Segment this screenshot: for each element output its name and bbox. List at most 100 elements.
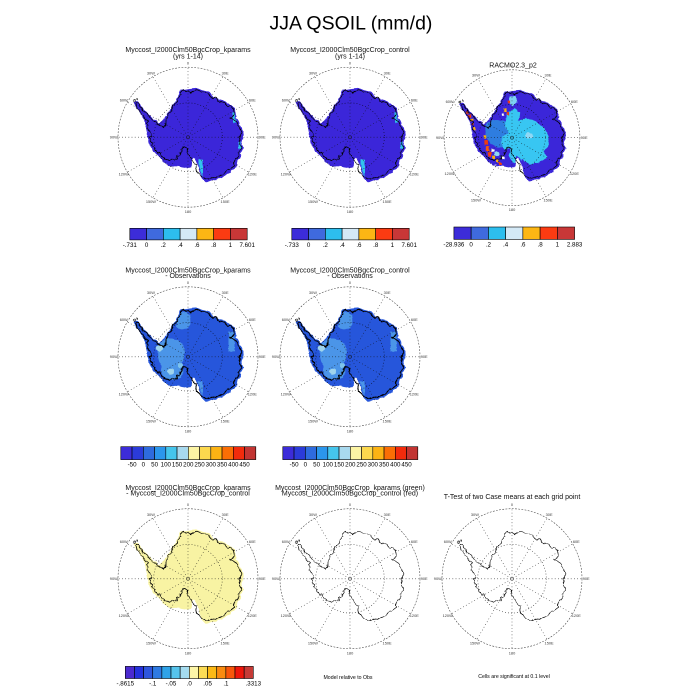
svg-text:0: 0 xyxy=(349,280,352,285)
svg-text:.2: .2 xyxy=(486,241,492,248)
svg-text:60W: 60W xyxy=(120,317,128,322)
svg-text:30E: 30E xyxy=(384,512,391,517)
svg-text:120W: 120W xyxy=(445,171,455,176)
svg-text:150W: 150W xyxy=(146,199,156,204)
svg-text:30W: 30W xyxy=(471,512,479,517)
svg-text:400: 400 xyxy=(228,462,239,469)
svg-text:60W: 60W xyxy=(120,98,128,103)
svg-text:60E: 60E xyxy=(249,539,256,544)
svg-text:120E: 120E xyxy=(248,613,257,618)
svg-text:150E: 150E xyxy=(383,640,392,645)
svg-text:90E: 90E xyxy=(259,576,266,581)
svg-text:400: 400 xyxy=(390,462,401,469)
svg-text:120W: 120W xyxy=(119,613,129,618)
svg-text:120E: 120E xyxy=(572,613,581,618)
svg-text:- Observations: - Observations xyxy=(165,273,211,280)
svg-text:150E: 150E xyxy=(383,419,392,424)
svg-text:.05: .05 xyxy=(203,681,212,688)
svg-text:.8: .8 xyxy=(211,242,217,249)
svg-text:60E: 60E xyxy=(571,99,578,104)
svg-text:.1: .1 xyxy=(223,681,229,688)
svg-text:1: 1 xyxy=(556,241,560,248)
svg-text:300: 300 xyxy=(206,462,217,469)
svg-text:180: 180 xyxy=(185,650,192,655)
svg-text:90E: 90E xyxy=(421,576,428,581)
svg-text:60E: 60E xyxy=(249,317,256,322)
svg-text:(yrs 1-14): (yrs 1-14) xyxy=(335,54,365,61)
svg-text:.0: .0 xyxy=(187,681,193,688)
svg-text:120W: 120W xyxy=(443,613,453,618)
svg-text:180: 180 xyxy=(347,428,354,433)
svg-text:-.8615: -.8615 xyxy=(117,681,135,688)
svg-text:30E: 30E xyxy=(546,512,553,517)
svg-text:.6: .6 xyxy=(520,241,526,248)
svg-text:120W: 120W xyxy=(281,172,291,177)
svg-text:0: 0 xyxy=(511,63,514,68)
svg-text:.8: .8 xyxy=(373,242,379,249)
svg-text:60W: 60W xyxy=(446,99,454,104)
svg-text:50: 50 xyxy=(313,462,320,469)
svg-text:0: 0 xyxy=(511,502,514,507)
svg-text:.2: .2 xyxy=(323,242,329,249)
svg-text:180: 180 xyxy=(509,207,516,212)
svg-text:Myccost_I2000Clm50BgcCrop_cont: Myccost_I2000Clm50BgcCrop_control (red) xyxy=(282,491,418,498)
svg-text:90W: 90W xyxy=(272,354,280,359)
svg-text:JJA QSOIL (mm/d): JJA QSOIL (mm/d) xyxy=(270,13,433,35)
svg-text:-.731: -.731 xyxy=(123,242,138,249)
svg-text:.6: .6 xyxy=(356,242,362,249)
svg-text:1: 1 xyxy=(229,242,233,249)
svg-text:60W: 60W xyxy=(282,317,290,322)
svg-text:120E: 120E xyxy=(570,171,579,176)
svg-text:0: 0 xyxy=(145,242,149,249)
svg-text:30E: 30E xyxy=(384,70,391,75)
svg-text:150E: 150E xyxy=(221,419,230,424)
svg-text:.4: .4 xyxy=(503,241,509,248)
svg-text:150W: 150W xyxy=(471,198,481,203)
svg-text:120E: 120E xyxy=(410,391,419,396)
svg-text:450: 450 xyxy=(401,462,412,469)
svg-text:0: 0 xyxy=(349,502,352,507)
svg-text:60E: 60E xyxy=(573,539,580,544)
svg-text:150W: 150W xyxy=(470,640,480,645)
svg-text:180: 180 xyxy=(347,209,354,214)
svg-text:300: 300 xyxy=(368,462,379,469)
svg-text:0: 0 xyxy=(469,241,473,248)
svg-text:90W: 90W xyxy=(272,576,280,581)
svg-text:150E: 150E xyxy=(221,640,230,645)
svg-text:120E: 120E xyxy=(410,613,419,618)
svg-text:.6: .6 xyxy=(194,242,200,249)
svg-text:60W: 60W xyxy=(282,539,290,544)
svg-text:.3313: .3313 xyxy=(246,681,262,688)
svg-text:30E: 30E xyxy=(384,290,391,295)
svg-text:1: 1 xyxy=(391,242,395,249)
svg-text:90E: 90E xyxy=(259,135,266,140)
svg-text:30W: 30W xyxy=(309,512,317,517)
svg-text:90E: 90E xyxy=(421,354,428,359)
svg-text:-50: -50 xyxy=(290,462,300,469)
svg-text:-.05: -.05 xyxy=(166,681,177,688)
svg-text:150W: 150W xyxy=(308,640,318,645)
svg-text:150E: 150E xyxy=(545,640,554,645)
svg-text:T-Test of two Case means at ea: T-Test of two Case means at each grid po… xyxy=(444,494,581,501)
svg-text:60W: 60W xyxy=(444,539,452,544)
svg-text:150W: 150W xyxy=(146,419,156,424)
svg-text:90W: 90W xyxy=(110,576,118,581)
svg-text:90W: 90W xyxy=(436,135,444,140)
svg-text:150E: 150E xyxy=(221,199,230,204)
svg-text:0: 0 xyxy=(307,242,311,249)
svg-text:Myccost_I2000Clm50BgcCrop_kpar: Myccost_I2000Clm50BgcCrop_kparams xyxy=(125,267,251,274)
svg-text:Model relative to Obs: Model relative to Obs xyxy=(323,675,372,681)
svg-text:30E: 30E xyxy=(222,290,229,295)
svg-text:60E: 60E xyxy=(411,317,418,322)
svg-text:30W: 30W xyxy=(147,290,155,295)
svg-text:350: 350 xyxy=(379,462,390,469)
svg-text:120W: 120W xyxy=(119,172,129,177)
svg-text:(yrs 1-14): (yrs 1-14) xyxy=(173,54,203,61)
svg-text:90W: 90W xyxy=(110,354,118,359)
svg-text:- Observations: - Observations xyxy=(327,273,373,280)
svg-text:150E: 150E xyxy=(383,199,392,204)
svg-text:Cells are significant at 0.1 l: Cells are significant at 0.1 level xyxy=(478,674,550,680)
svg-text:120W: 120W xyxy=(119,391,129,396)
svg-text:30W: 30W xyxy=(147,512,155,517)
svg-text:Myccost_I2000Clm50BgcCrop_kpar: Myccost_I2000Clm50BgcCrop_kparams xyxy=(125,485,251,492)
